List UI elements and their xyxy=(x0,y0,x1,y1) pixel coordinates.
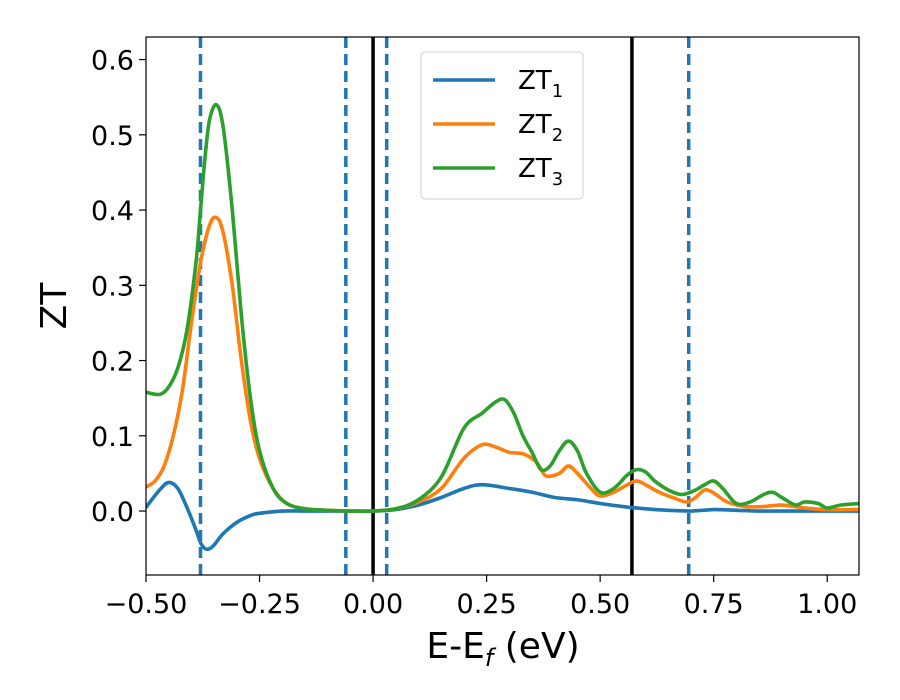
x-axis-label-main: E-E xyxy=(426,626,484,667)
x-tick-label-6: 1.00 xyxy=(797,589,857,620)
legend-label-subscript: 3 xyxy=(552,169,563,190)
legend-box xyxy=(420,51,584,200)
legend-label-subscript: 1 xyxy=(552,81,563,102)
legend-label-zt1: ZT1 xyxy=(518,66,563,102)
legend-label-zt2: ZT2 xyxy=(518,110,563,146)
y-axis-label: ZT xyxy=(34,282,75,330)
x-axis-label-unit: (eV) xyxy=(493,626,579,667)
legend-label-zt3: ZT3 xyxy=(518,154,563,190)
x-tick-label-2: 0.00 xyxy=(343,589,403,620)
x-tick-label-3: 0.25 xyxy=(457,589,517,620)
x-axis-label: E-Ef (eV) xyxy=(426,626,579,672)
x-tick-label-4: 0.50 xyxy=(570,589,630,620)
x-axis-ticks: −0.50 −0.25 0.00 0.25 0.50 0.75 1.00 xyxy=(105,575,857,620)
series-line-zt3 xyxy=(146,102,859,514)
y-axis-ticks: 0.0 0.1 0.2 0.3 0.4 0.5 0.6 xyxy=(91,46,146,528)
y-tick-label-0: 0.0 xyxy=(91,497,134,528)
series-line-zt2 xyxy=(146,215,859,514)
series-layer xyxy=(146,102,859,552)
x-tick-label-0: −0.50 xyxy=(105,589,188,620)
series-line-zt1 xyxy=(146,480,859,552)
y-tick-label-6: 0.6 xyxy=(91,46,134,77)
x-tick-label-5: 0.75 xyxy=(684,589,744,620)
legend-label-subscript: 2 xyxy=(552,125,563,146)
x-tick-label-1: −0.25 xyxy=(218,589,301,620)
y-tick-label-1: 0.1 xyxy=(91,422,134,453)
legend-label-main: ZT xyxy=(518,110,552,140)
legend-label-main: ZT xyxy=(518,154,552,184)
reference-lines xyxy=(198,37,691,575)
legend-label-main: ZT xyxy=(518,66,552,96)
y-tick-label-3: 0.3 xyxy=(91,271,134,302)
y-tick-label-5: 0.5 xyxy=(91,121,134,152)
y-tick-label-4: 0.4 xyxy=(91,196,134,227)
y-tick-label-2: 0.2 xyxy=(91,347,134,378)
plot-frame xyxy=(145,36,860,576)
